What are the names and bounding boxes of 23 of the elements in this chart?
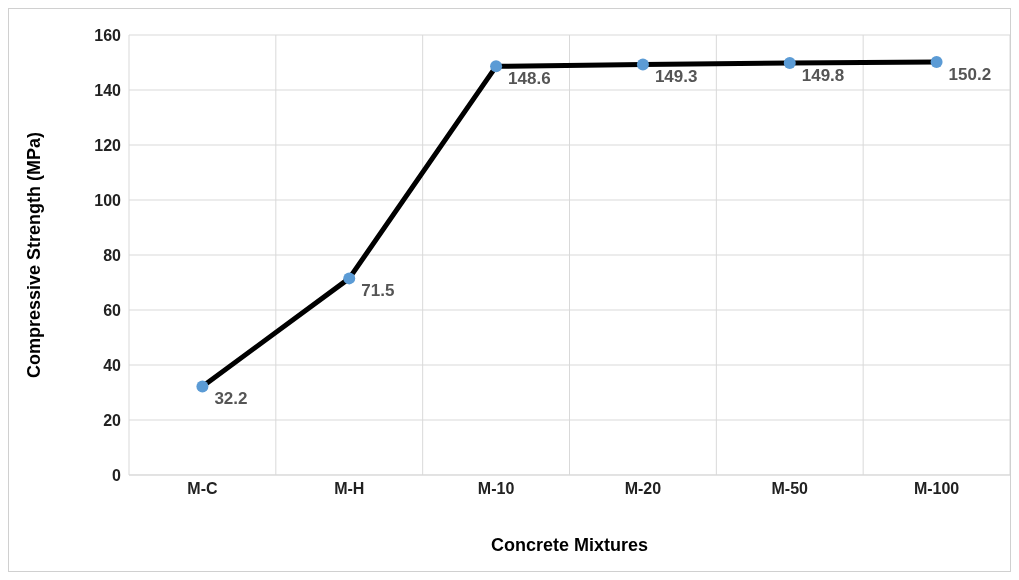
data-label: 32.2 (214, 389, 248, 409)
x-axis-title: Concrete Mixtures (490, 535, 649, 555)
data-label: 149.3 (654, 67, 698, 87)
y-tick-label: 40 (103, 356, 122, 374)
x-tick-label: M-C (187, 480, 218, 498)
x-tick-label: M-10 (477, 480, 515, 498)
y-tick-label: 0 (112, 466, 122, 484)
x-tick-label: M-100 (913, 480, 960, 498)
y-axis-title: Compressive Strength (MPa) (24, 131, 45, 379)
y-tick-label: 60 (103, 301, 122, 319)
data-label: 150.2 (948, 64, 992, 84)
data-label: 148.6 (508, 69, 551, 89)
y-tick-label: 100 (94, 191, 122, 209)
y-tick-label: 160 (94, 26, 122, 44)
y-tick-label: 140 (94, 81, 122, 99)
y-tick-label: 20 (103, 411, 122, 429)
data-label: 149.8 (801, 66, 845, 86)
x-tick-label: M-50 (771, 480, 809, 498)
data-label: 71.5 (361, 281, 395, 301)
x-tick-label: M-H (334, 480, 365, 498)
y-tick-label: 120 (94, 136, 122, 154)
y-tick-label: 80 (103, 246, 122, 264)
x-tick-label: M-20 (624, 480, 662, 498)
